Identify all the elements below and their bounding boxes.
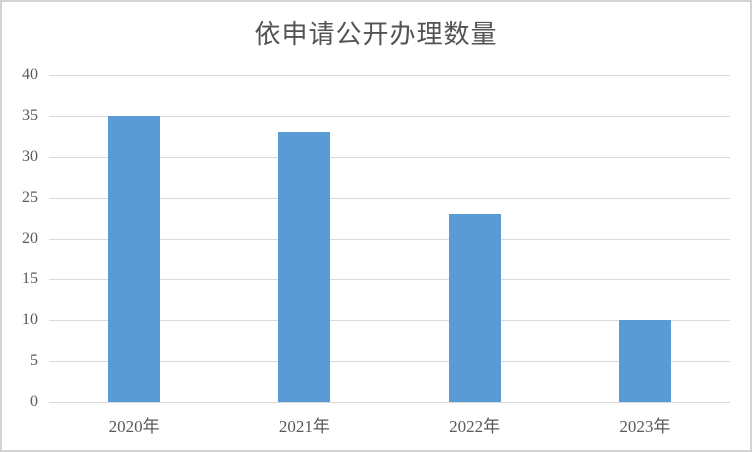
x-axis-line: [49, 402, 730, 403]
y-tick-label-10: 10: [22, 311, 38, 329]
gridline-35: [49, 115, 730, 117]
y-tick-label-30: 30: [22, 147, 38, 165]
y-axis: 0 5 10 15 20 25 30 35 40: [2, 67, 38, 410]
gridline-10: [49, 320, 730, 322]
gridline-15: [49, 279, 730, 281]
bar-2021年: [278, 132, 331, 402]
y-tick-label-35: 35: [22, 106, 38, 124]
gridline-20: [49, 238, 730, 240]
y-tick-label-15: 15: [22, 270, 38, 288]
bar-2023年: [618, 320, 671, 402]
y-tick-label-40: 40: [22, 66, 38, 83]
x-tick-label-2022年: 2022年: [449, 417, 501, 436]
x-tick-label-2023年: 2023年: [619, 417, 671, 436]
gridline-30: [49, 156, 730, 158]
chart-title: 依申请公开办理数量: [254, 20, 498, 49]
x-axis: 2020年 2021年 2022年 2023年: [49, 402, 730, 442]
y-tick-label-25: 25: [22, 188, 38, 206]
gridline-40: [49, 75, 730, 76]
plot-area: [49, 75, 730, 403]
bar-2020年: [108, 115, 161, 402]
x-tick-label-2020年: 2020年: [108, 417, 160, 436]
y-tick-label-5: 5: [30, 352, 38, 370]
bar-2022年: [448, 213, 501, 402]
gridline-5: [49, 361, 730, 363]
x-tick-label-2021年: 2021年: [278, 417, 330, 436]
y-tick-label-20: 20: [22, 229, 38, 247]
gridline-25: [49, 197, 730, 199]
y-tick-label-0: 0: [30, 393, 38, 410]
